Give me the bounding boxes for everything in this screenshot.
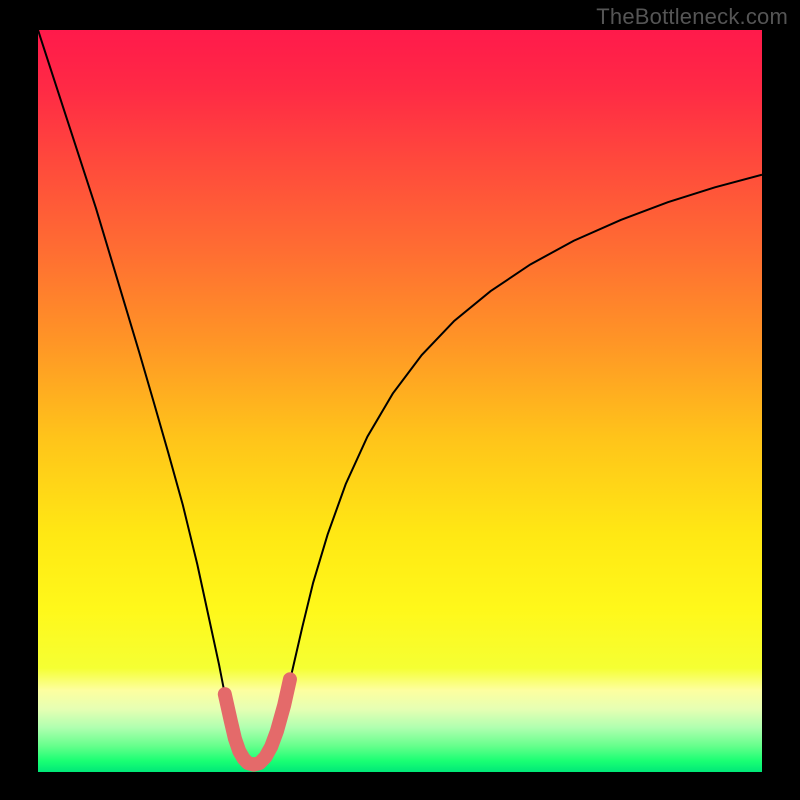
watermark-text: TheBottleneck.com xyxy=(596,4,788,30)
gradient-background xyxy=(38,30,762,772)
chart-frame: TheBottleneck.com xyxy=(0,0,800,800)
plot-area xyxy=(38,30,762,772)
bottleneck-chart xyxy=(38,30,762,772)
